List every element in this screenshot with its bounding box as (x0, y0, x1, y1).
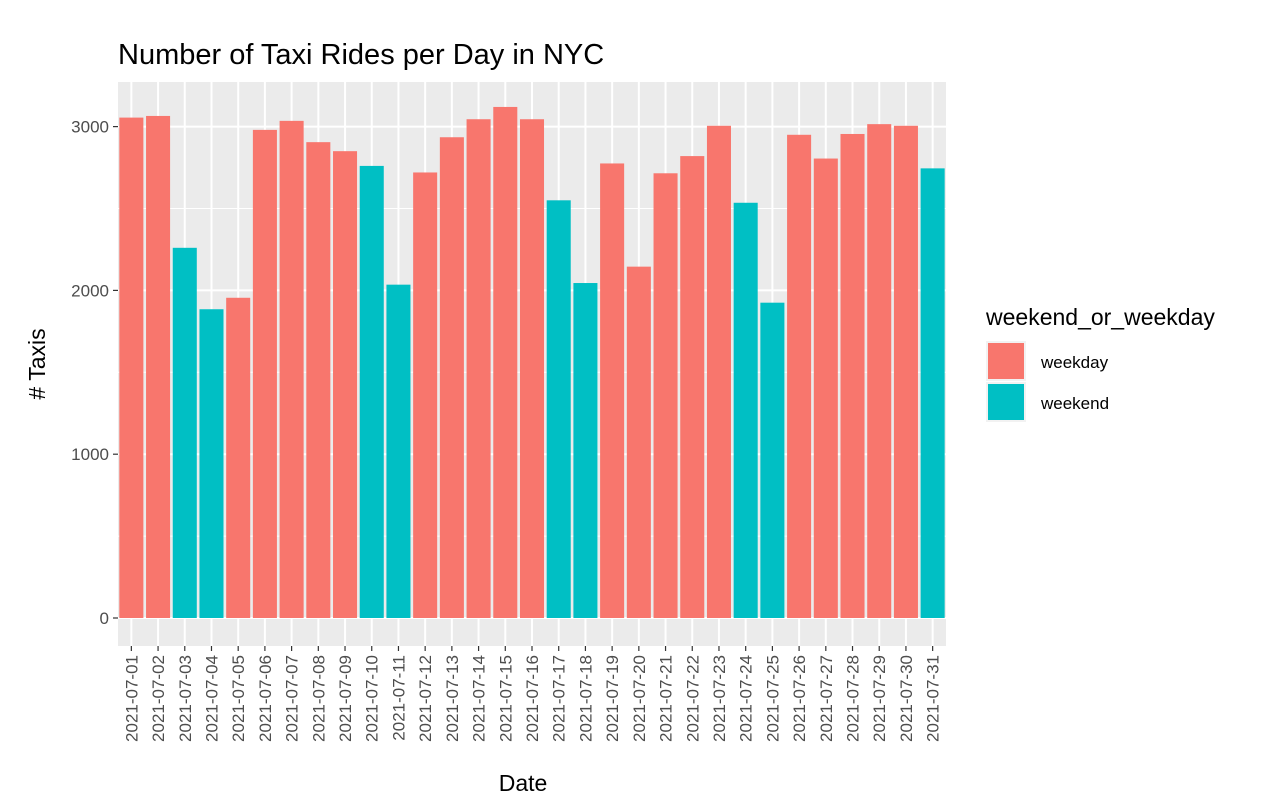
bar (199, 309, 224, 618)
bar (333, 151, 358, 619)
y-tick-label: 1000 (71, 445, 109, 464)
x-tick-label: 2021-07-23 (710, 655, 729, 742)
legend-swatch-weekday (988, 343, 1024, 379)
x-tick-label: 2021-07-03 (176, 655, 195, 742)
x-tick-label: 2021-07-30 (897, 655, 916, 742)
bar (359, 165, 384, 619)
bar (680, 156, 705, 619)
x-tick-label: 2021-07-09 (336, 655, 355, 742)
x-tick-label: 2021-07-05 (229, 655, 248, 742)
bar (840, 133, 865, 618)
legend-swatch-weekend (988, 384, 1024, 420)
bar (600, 163, 625, 618)
legend: weekend_or_weekday weekday weekend (985, 304, 1215, 422)
bar (252, 129, 277, 618)
x-tick-label: 2021-07-27 (817, 655, 836, 742)
bar (653, 173, 678, 618)
bar (920, 168, 945, 618)
x-tick-label: 2021-07-19 (603, 655, 622, 742)
x-tick-label: 2021-07-06 (256, 655, 275, 742)
legend-title: weekend_or_weekday (985, 304, 1215, 330)
x-tick-label: 2021-07-22 (683, 655, 702, 742)
x-tick-label: 2021-07-16 (523, 655, 542, 742)
bar (573, 283, 598, 618)
bar (386, 284, 411, 618)
x-tick-label: 2021-07-15 (496, 655, 515, 742)
bar (546, 200, 571, 618)
x-tick-label: 2021-07-26 (790, 655, 809, 742)
x-tick-label: 2021-07-07 (283, 655, 302, 742)
bar (893, 125, 918, 618)
x-tick-label: 2021-07-02 (149, 655, 168, 742)
bar (493, 106, 518, 618)
bar (306, 142, 331, 618)
x-tick-label: 2021-07-28 (844, 655, 863, 742)
x-tick-label: 2021-07-13 (443, 655, 462, 742)
bars (119, 106, 945, 619)
legend-label-weekend: weekend (1040, 394, 1109, 413)
bar (867, 124, 892, 618)
x-axis: 2021-07-01 2021-07-02 2021-07-03 2021-07-04… (122, 646, 943, 742)
bar (413, 172, 438, 619)
x-tick-label: 2021-07-12 (416, 655, 435, 742)
bar (172, 247, 197, 618)
x-tick-label: 2021-07-31 (924, 655, 943, 742)
x-tick-label: 2021-07-20 (630, 655, 649, 742)
y-axis: 0 1000 2000 3000 (71, 118, 118, 628)
bar (466, 119, 491, 618)
x-tick-label: 2021-07-14 (470, 655, 489, 742)
bar (279, 120, 304, 618)
bar (626, 266, 651, 618)
x-tick-label: 2021-07-08 (309, 655, 328, 742)
y-tick-label: 2000 (71, 281, 109, 300)
x-tick-label: 2021-07-10 (363, 655, 382, 742)
x-axis-title: Date (499, 770, 548, 796)
y-tick-label: 3000 (71, 118, 109, 137)
bar (733, 202, 758, 618)
x-tick-label: 2021-07-11 (389, 655, 408, 741)
x-tick-label: 2021-07-01 (122, 655, 141, 742)
bar (226, 297, 251, 618)
legend-label-weekday: weekday (1040, 353, 1109, 372)
x-tick-label: 2021-07-17 (550, 655, 569, 742)
x-tick-label: 2021-07-21 (657, 655, 676, 742)
x-tick-label: 2021-07-18 (576, 655, 595, 742)
y-tick-label: 0 (100, 609, 109, 628)
y-axis-title: # Taxis (24, 328, 50, 399)
chart-title: Number of Taxi Rides per Day in NYC (118, 39, 604, 71)
x-tick-label: 2021-07-04 (202, 655, 221, 742)
bar (706, 125, 731, 618)
x-tick-label: 2021-07-25 (763, 655, 782, 742)
bar (119, 117, 144, 618)
x-tick-label: 2021-07-24 (737, 655, 756, 742)
x-tick-label: 2021-07-29 (870, 655, 889, 742)
bar (813, 158, 838, 618)
bar (760, 302, 785, 618)
bar (787, 134, 812, 619)
bar (519, 119, 545, 618)
bar (439, 137, 464, 618)
bar (146, 115, 171, 618)
